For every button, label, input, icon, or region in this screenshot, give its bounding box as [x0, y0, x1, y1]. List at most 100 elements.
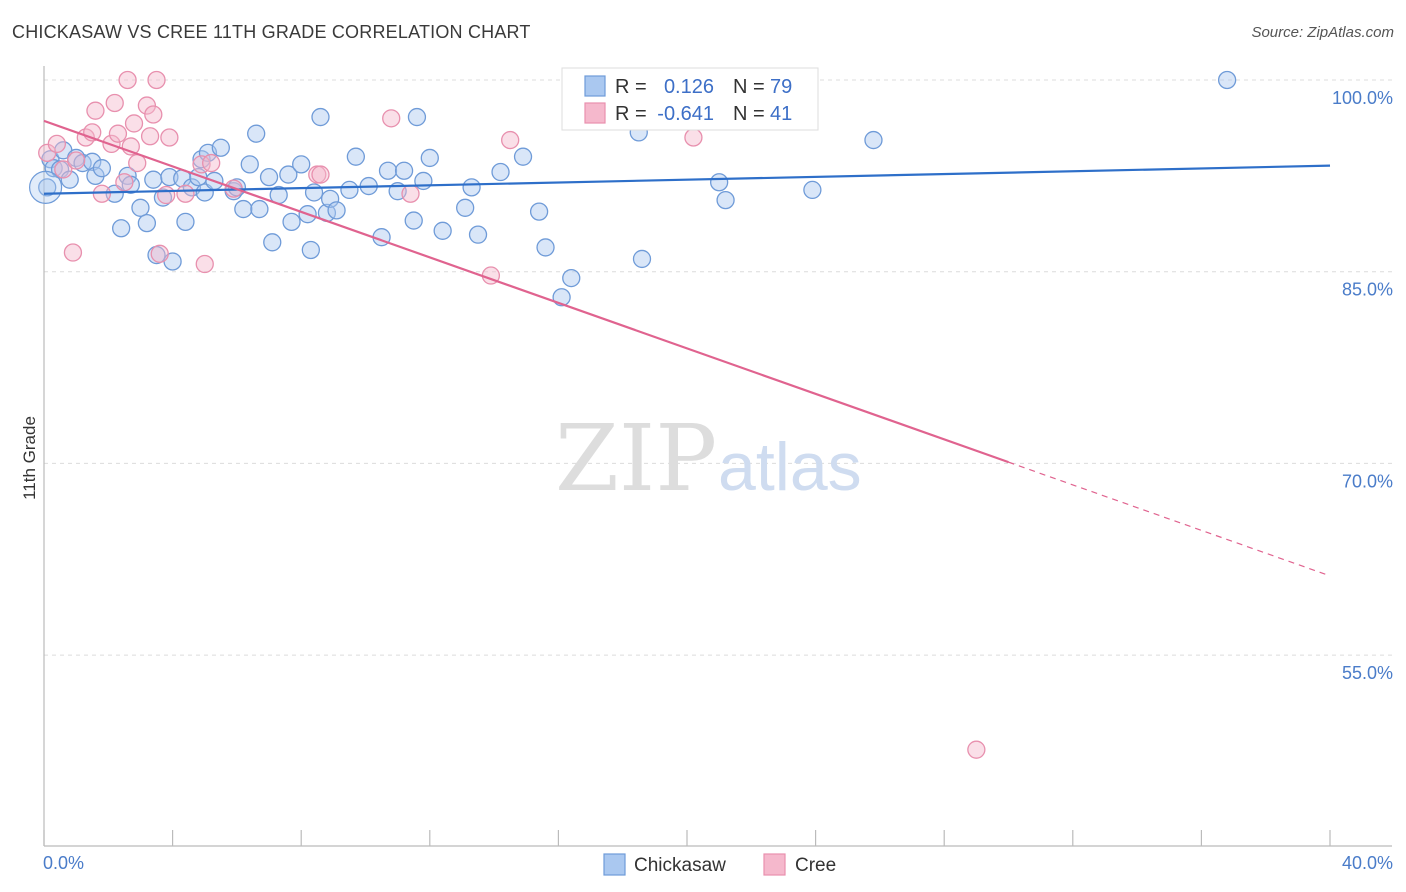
- data-point: [394, 161, 414, 180]
- legend-r-label-cree: R =: [615, 103, 647, 125]
- data-point: [112, 219, 131, 238]
- data-point: [292, 155, 311, 174]
- data-point: [137, 213, 157, 233]
- data-point: [716, 190, 735, 210]
- data-point: [501, 130, 520, 150]
- y-tick-label: 55.0%: [1342, 663, 1393, 683]
- legend-n-label-chickasaw: N =: [733, 76, 765, 98]
- data-point: [234, 199, 253, 219]
- data-point: [279, 165, 298, 184]
- data-point: [632, 249, 652, 269]
- data-point: [491, 162, 510, 182]
- data-point: [414, 171, 433, 191]
- data-point: [250, 199, 269, 219]
- chart-title: CHICKASAW VS CREE 11TH GRADE CORRELATION…: [12, 22, 531, 42]
- bottom-legend-cree: Cree: [795, 855, 836, 876]
- bottom-legend-swatch-cree: [763, 853, 786, 876]
- data-point: [192, 155, 211, 174]
- data-point: [529, 202, 549, 221]
- y-tick-label: 85.0%: [1342, 280, 1393, 300]
- data-point: [456, 198, 475, 217]
- data-point: [131, 198, 150, 217]
- data-point: [967, 740, 986, 759]
- bottom-legend-swatch-chickasaw: [603, 853, 626, 876]
- data-point: [124, 114, 144, 133]
- data-point: [301, 240, 320, 260]
- data-point: [462, 178, 481, 197]
- data-point: [536, 238, 555, 257]
- bottom-legend-chickasaw: Chickasaw: [634, 855, 726, 876]
- data-point: [346, 147, 366, 166]
- legend-n-chickasaw: 79: [770, 76, 792, 98]
- legend: R = 0.126 N = 79 R = -0.641 N = 41: [561, 67, 819, 131]
- data-point: [105, 93, 124, 113]
- legend-r-label-chickasaw: R =: [615, 76, 647, 98]
- legend-r-cree: -0.641: [657, 103, 714, 125]
- data-point: [311, 107, 330, 127]
- data-point: [433, 221, 452, 240]
- data-point: [803, 180, 822, 200]
- data-point: [420, 148, 439, 168]
- y-tick-label: 100.0%: [1332, 88, 1393, 108]
- data-point: [140, 127, 160, 146]
- legend-n-label-cree: N =: [733, 103, 765, 125]
- data-point-cluster: [29, 170, 63, 204]
- data-point: [176, 184, 195, 203]
- data-point: [38, 178, 57, 197]
- data-point: [153, 188, 173, 207]
- data-point: [63, 243, 83, 262]
- x-tick-label: 40.0%: [1342, 853, 1393, 873]
- data-point: [150, 244, 169, 263]
- data-point: [340, 180, 359, 200]
- data-point: [202, 153, 221, 173]
- data-point: [684, 128, 703, 147]
- data-point: [263, 233, 282, 252]
- data-point: [118, 70, 137, 90]
- data-point: [282, 212, 301, 232]
- data-point: [513, 147, 533, 166]
- data-point: [304, 183, 324, 202]
- y-axis-label: 11th Grade: [20, 416, 39, 500]
- source-label: Source: ZipAtlas.com: [1251, 24, 1394, 41]
- data-point: [320, 189, 340, 209]
- data-point: [404, 211, 423, 230]
- legend-swatch-cree: [584, 102, 606, 124]
- watermark-zip: ZIP: [555, 405, 717, 512]
- x-tick-labels: 0.0% 40.0%: [43, 853, 1393, 873]
- data-point: [240, 155, 259, 174]
- data-point: [92, 159, 112, 178]
- data-point: [562, 268, 581, 288]
- data-point: [137, 96, 157, 115]
- trend-line-chickasaw: [43, 164, 1331, 195]
- data-point: [144, 170, 163, 189]
- trend-line-cree: [43, 119, 1009, 464]
- x-tick-label: 0.0%: [43, 853, 84, 873]
- trend-lines: [43, 119, 1331, 577]
- data-point: [60, 170, 79, 189]
- data-point: [86, 101, 105, 120]
- y-tick-label: 70.0%: [1342, 471, 1393, 491]
- legend-n-cree: 41: [770, 103, 792, 125]
- data-point: [160, 128, 179, 147]
- data-point: [382, 109, 401, 128]
- watermark: ZIP atlas: [555, 405, 862, 512]
- data-point: [47, 134, 67, 154]
- data-point: [176, 212, 195, 232]
- data-point: [54, 160, 73, 179]
- data-point: [147, 70, 166, 90]
- data-point: [144, 105, 163, 124]
- data-point: [211, 138, 230, 157]
- data-point: [108, 124, 128, 143]
- data-point: [92, 184, 112, 203]
- data-point: [157, 185, 176, 205]
- bottom-legend: Chickasaw Cree: [603, 853, 836, 876]
- data-point: [1217, 70, 1237, 90]
- data-point: [115, 173, 134, 192]
- y-tick-labels: 100.0% 85.0% 70.0% 55.0%: [1332, 88, 1393, 683]
- axes: [43, 66, 1392, 847]
- data-point: [67, 151, 86, 170]
- data-point: [401, 184, 420, 203]
- data-point: [83, 152, 102, 171]
- data-point: [407, 107, 427, 127]
- data-point: [259, 167, 279, 187]
